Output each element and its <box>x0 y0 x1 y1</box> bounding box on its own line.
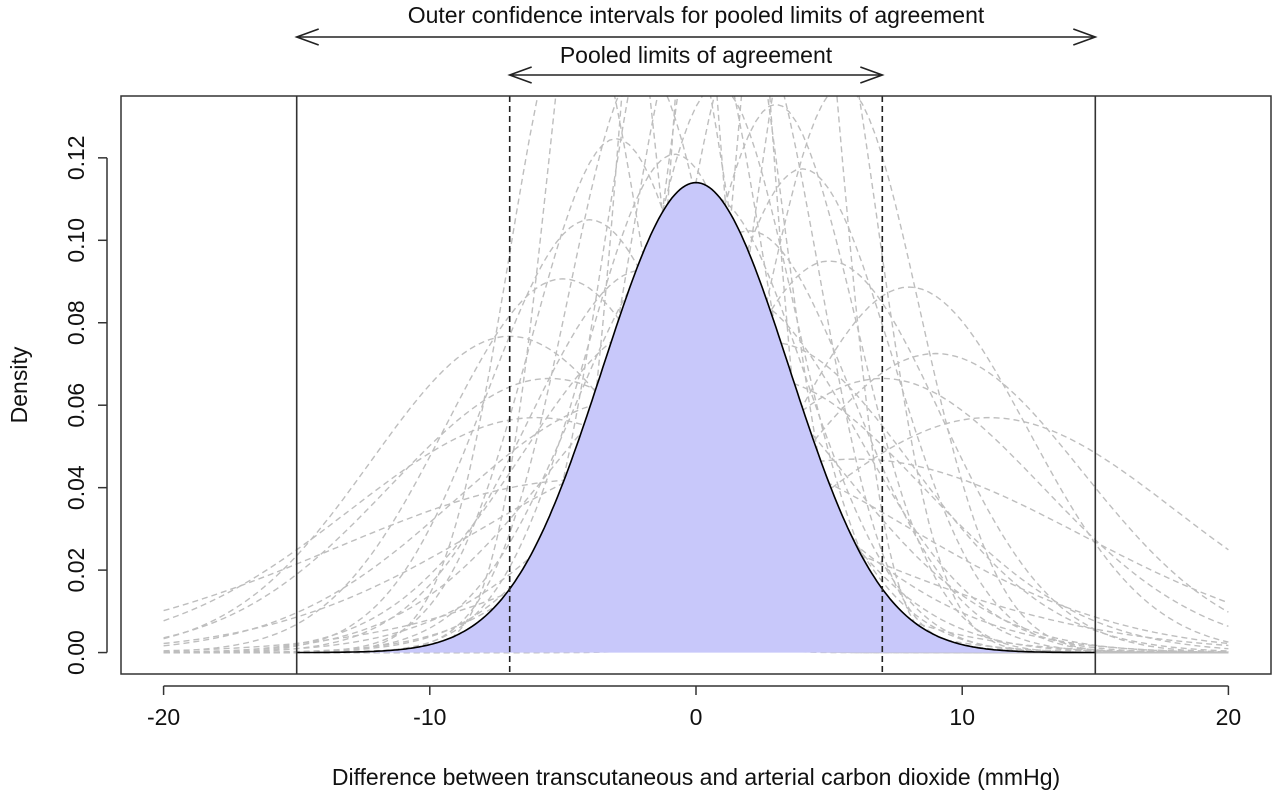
x-axis: -20 -10 0 10 20 <box>147 685 1242 730</box>
pooled-loa-label: Pooled limits of agreement <box>560 42 833 68</box>
agreement-limit-lines <box>295 96 1097 674</box>
x-tick-label: -20 <box>147 704 180 730</box>
x-tick-label: 0 <box>690 704 703 730</box>
study-curve-16 <box>163 398 1229 653</box>
pooled-density-curve <box>296 181 1096 654</box>
annotations: Outer confidence intervals for pooled li… <box>294 2 1098 84</box>
y-tick-label: 0.08 <box>63 300 89 345</box>
outer-ci-arrow-left-head <box>294 28 319 46</box>
outer-ci-label: Outer confidence intervals for pooled li… <box>408 2 985 28</box>
y-tick-label: 0.12 <box>63 135 89 180</box>
x-tick-label: 10 <box>949 704 975 730</box>
y-tick-label: 0.00 <box>63 630 89 675</box>
plot-frame <box>120 95 1272 675</box>
y-tick-label: 0.10 <box>63 218 89 263</box>
pooled-density <box>296 181 1096 654</box>
x-tick-label: 20 <box>1216 704 1242 730</box>
y-axis-title: Density <box>6 346 32 423</box>
study-curve-22 <box>163 416 1229 653</box>
y-tick-label: 0.04 <box>63 465 89 510</box>
y-tick-label: 0.02 <box>63 548 89 593</box>
x-tick-label: -10 <box>413 704 446 730</box>
pooled-loa-arrow-left-head <box>507 66 532 84</box>
outer-ci-arrow-right-head <box>1073 28 1098 46</box>
y-tick-label: 0.06 <box>63 383 89 428</box>
y-axis: 0.00 0.02 0.04 0.06 0.08 0.10 0.12 <box>63 135 108 675</box>
pooled-density-fill <box>296 182 1096 653</box>
pooled-loa-arrow-right-head <box>860 66 885 84</box>
x-axis-title: Difference between transcutaneous and ar… <box>332 764 1060 790</box>
